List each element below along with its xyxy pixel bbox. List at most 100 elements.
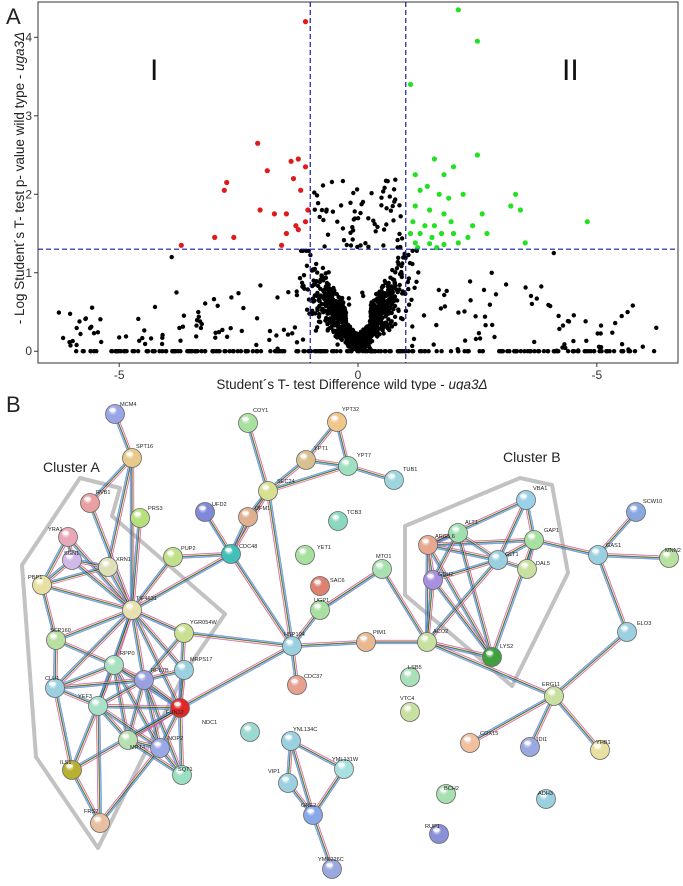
nonsignificant-point <box>640 344 645 349</box>
protein-node-tif4631[interactable]: TIF4631 <box>122 596 157 620</box>
protein-node-yef3[interactable]: YEF3 <box>78 694 108 716</box>
nonsignificant-point <box>255 349 260 354</box>
node-label: NOP2 <box>168 736 183 742</box>
nonsignificant-point <box>416 270 421 275</box>
protein-node-ndc1[interactable]: NDC1 <box>202 720 260 742</box>
protein-node-gre2[interactable]: GRE2 <box>301 803 323 825</box>
protein-node-mto1[interactable]: MTO1 <box>372 554 392 579</box>
protein-node-sqt1[interactable]: SQT1 <box>172 765 193 785</box>
nonsignificant-point <box>359 332 365 338</box>
node-highlight <box>492 554 499 558</box>
nonsignificant-point <box>338 315 344 320</box>
protein-node-yra1[interactable]: YRA1 <box>48 527 78 547</box>
protein-node-ugp1[interactable]: UGP1 <box>310 598 330 620</box>
protein-node-fun12[interactable]: FUN12 <box>166 698 190 718</box>
protein-node-lsb5[interactable]: LSB5 <box>400 665 422 687</box>
protein-node-cdc48[interactable]: CDC48 <box>221 544 258 564</box>
protein-node-bch2[interactable]: BCH2 <box>436 784 459 804</box>
protein-node-scp160[interactable]: SCP160 <box>46 628 71 650</box>
protein-node-erg11[interactable]: ERG11 <box>542 682 564 706</box>
protein-node-hsp104[interactable]: HSP104 <box>282 632 305 656</box>
protein-node-ufd2[interactable]: UFD2 <box>195 502 227 522</box>
network-edge <box>52 687 75 771</box>
protein-node-adh3[interactable]: ADH3 <box>536 789 556 809</box>
protein-node-ils1[interactable]: ILS1 <box>60 760 82 780</box>
protein-node-mrt4[interactable]: MRT4 <box>118 730 146 752</box>
protein-node-tcb3[interactable]: TCB3 <box>328 510 362 531</box>
protein-node-pbp1[interactable]: PBP1 <box>28 575 52 595</box>
protein-node-rup1[interactable]: RUP1 <box>425 824 449 844</box>
protein-node-sgn1[interactable]: SGN1 <box>62 550 82 570</box>
protein-node-rvb1[interactable]: RVB1 <box>80 490 111 513</box>
node-highlight <box>178 664 185 668</box>
nonsignificant-point <box>203 349 208 354</box>
protein-node-mnn2[interactable]: MNN2 <box>659 548 681 568</box>
nonsignificant-point <box>384 206 389 211</box>
protein-node-spt16[interactable]: SPT16 <box>122 444 154 468</box>
protein-node-dal5[interactable]: DAL5 <box>517 559 551 579</box>
protein-node-arg5-6[interactable]: ARG5,6 <box>418 534 455 555</box>
protein-node-alt1[interactable]: ALT1 <box>448 520 478 543</box>
x-tick-label: -5 <box>591 368 602 382</box>
protein-node-idi1[interactable]: IDI1 <box>520 737 548 757</box>
protein-node-pup2[interactable]: PUP2 <box>163 546 196 567</box>
nonsignificant-point <box>391 187 397 192</box>
protein-node-sac6[interactable]: SAC6 <box>310 576 345 596</box>
nonsignificant-point <box>604 349 609 354</box>
protein-node-lys2[interactable]: LYS2 <box>482 644 514 667</box>
node-label: SPT16 <box>136 444 153 450</box>
protein-node-gdh2[interactable]: GDH2 <box>423 570 454 590</box>
node-label: ERG11 <box>542 682 560 688</box>
protein-node-nop2[interactable]: NOP2 <box>150 736 184 758</box>
nonsignificant-point <box>560 323 566 328</box>
protein-node-vba1[interactable]: VBA1 <box>516 486 548 510</box>
protein-node-gap1[interactable]: GAP1 <box>524 528 559 550</box>
protein-node-coy1[interactable]: COY1 <box>238 408 269 433</box>
protein-node-aco2[interactable]: ACO2 <box>417 629 449 652</box>
protein-node-yml131w[interactable]: YML131W <box>332 757 359 779</box>
protein-node-rpl7b[interactable]: RPL7B <box>134 668 169 690</box>
protein-node-xrn1[interactable]: XRN1 <box>98 557 131 577</box>
protein-node-scw10[interactable]: SCW10 <box>626 499 663 522</box>
protein-node-gas1[interactable]: GAS1 <box>588 543 621 565</box>
protein-node-frs2[interactable]: FRS2 <box>84 809 110 833</box>
protein-node-ypt7[interactable]: YPT7 <box>338 453 372 476</box>
protein-node-tub1[interactable]: TUB1 <box>384 467 418 490</box>
protein-node-prs3[interactable]: PRS3 <box>130 506 163 528</box>
nonsignificant-point <box>381 301 386 306</box>
node-sphere <box>482 647 502 667</box>
volcano-plot-panel: -5 0 -5 0 1 2 3 4 A I II - Log Student´s T- tes… <box>0 0 683 392</box>
protein-node-glt1[interactable]: GLT1 <box>488 550 519 570</box>
protein-node-ynl134c[interactable]: YNL134C <box>281 727 318 751</box>
protein-node-ygr054w[interactable]: YGR054W <box>174 620 218 643</box>
protein-node-rpp0[interactable]: RPP0 <box>104 651 135 675</box>
protein-node-clu1[interactable]: CLU1 <box>45 676 65 698</box>
node-highlight <box>176 769 183 773</box>
protein-node-dfm1[interactable]: DFM1 <box>238 506 271 527</box>
protein-node-cox15[interactable]: COX15 <box>460 731 499 753</box>
nonsignificant-point <box>552 349 558 354</box>
protein-node-elo3[interactable]: ELO3 <box>617 621 652 642</box>
protein-node-sec24[interactable]: SEC24 <box>258 479 295 501</box>
protein-node-cdc37[interactable]: CDC37 <box>287 674 323 695</box>
protein-node-ypt32[interactable]: YPT32 <box>327 407 360 432</box>
protein-node-pim1[interactable]: PIM1 <box>356 630 387 652</box>
nonsignificant-point <box>378 349 384 354</box>
node-highlight <box>167 551 174 555</box>
protein-node-ypt1[interactable]: YPT1 <box>296 446 329 470</box>
nonsignificant-point <box>352 209 357 214</box>
protein-node-vip1[interactable]: VIP1 <box>268 769 298 793</box>
nonsignificant-point <box>477 336 483 341</box>
nonsignificant-points <box>56 177 659 354</box>
protein-network: B Cluster A Cluster B MCM4 SPT16 COY1 YPT32… <box>6 392 681 879</box>
protein-node-ymr226c[interactable]: YMR226C <box>318 857 344 879</box>
nonsignificant-point <box>434 349 439 354</box>
protein-node-mrps17[interactable]: MRPS17 <box>174 657 213 680</box>
significant-point <box>412 203 418 209</box>
nonsignificant-point <box>160 332 165 338</box>
protein-node-vtc4[interactable]: VTC4 <box>400 696 420 722</box>
nonsignificant-point <box>436 287 441 293</box>
protein-node-yet1[interactable]: YET1 <box>295 545 332 565</box>
protein-node-mcm4[interactable]: MCM4 <box>105 402 137 424</box>
protein-node-yhb1[interactable]: YHB1 <box>590 740 611 760</box>
